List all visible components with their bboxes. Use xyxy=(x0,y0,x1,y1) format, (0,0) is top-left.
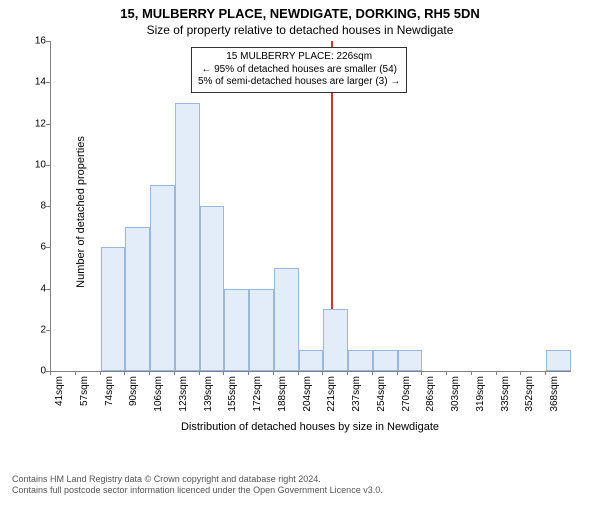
x-tick-label: 41sqm xyxy=(54,376,65,416)
x-tick-mark xyxy=(248,371,249,375)
histogram-bar xyxy=(150,185,175,371)
y-tick-mark xyxy=(46,41,50,42)
histogram-bar xyxy=(125,227,150,371)
x-tick-label: 237sqm xyxy=(351,376,362,416)
histogram-bar xyxy=(224,289,249,372)
x-tick-mark xyxy=(273,371,274,375)
y-tick-mark xyxy=(46,289,50,290)
annotation-line2: ← 95% of detached houses are smaller (54… xyxy=(198,64,400,77)
y-tick-label: 14 xyxy=(22,77,46,88)
y-tick-label: 2 xyxy=(22,324,46,335)
x-tick-label: 335sqm xyxy=(500,376,511,416)
x-tick-label: 172sqm xyxy=(252,376,263,416)
x-tick-label: 286sqm xyxy=(425,376,436,416)
x-tick-mark xyxy=(347,371,348,375)
x-tick-mark xyxy=(545,371,546,375)
footer-attribution: Contains HM Land Registry data © Crown c… xyxy=(12,474,383,496)
histogram-bar xyxy=(175,103,200,371)
x-tick-mark xyxy=(446,371,447,375)
x-tick-mark xyxy=(124,371,125,375)
x-tick-label: 90sqm xyxy=(128,376,139,416)
y-tick-label: 0 xyxy=(22,366,46,377)
x-tick-mark xyxy=(520,371,521,375)
histogram-bar xyxy=(249,289,274,372)
y-tick-label: 6 xyxy=(22,242,46,253)
y-tick-label: 8 xyxy=(22,201,46,212)
histogram-bar xyxy=(398,350,423,371)
x-tick-mark xyxy=(223,371,224,375)
histogram-bar xyxy=(348,350,373,371)
annotation-line1: 15 MULBERRY PLACE: 226sqm xyxy=(198,51,400,64)
histogram-bar xyxy=(373,350,398,371)
x-tick-label: 106sqm xyxy=(153,376,164,416)
x-tick-mark xyxy=(50,371,51,375)
footer-line1: Contains HM Land Registry data © Crown c… xyxy=(12,474,383,485)
x-tick-label: 188sqm xyxy=(277,376,288,416)
y-tick-mark xyxy=(46,82,50,83)
histogram-bar xyxy=(200,206,225,371)
y-tick-mark xyxy=(46,165,50,166)
x-tick-label: 123sqm xyxy=(178,376,189,416)
chart-title-address: 15, MULBERRY PLACE, NEWDIGATE, DORKING, … xyxy=(0,6,600,21)
x-tick-label: 254sqm xyxy=(376,376,387,416)
chart-area: Number of detached properties 15 MULBERR… xyxy=(50,41,580,421)
x-tick-label: 74sqm xyxy=(104,376,115,416)
x-tick-label: 155sqm xyxy=(227,376,238,416)
y-tick-label: 4 xyxy=(22,283,46,294)
y-tick-label: 12 xyxy=(22,118,46,129)
y-tick-mark xyxy=(46,247,50,248)
x-tick-label: 270sqm xyxy=(401,376,412,416)
y-tick-mark xyxy=(46,206,50,207)
y-tick-label: 16 xyxy=(22,36,46,47)
annotation-line3: 5% of semi-detached houses are larger (3… xyxy=(198,76,400,89)
x-tick-mark xyxy=(471,371,472,375)
x-tick-label: 352sqm xyxy=(524,376,535,416)
x-tick-mark xyxy=(421,371,422,375)
x-tick-mark xyxy=(75,371,76,375)
x-tick-label: 204sqm xyxy=(302,376,313,416)
x-tick-mark xyxy=(372,371,373,375)
histogram-bar xyxy=(101,247,126,371)
histogram-bar xyxy=(323,309,348,371)
x-tick-mark xyxy=(199,371,200,375)
y-tick-mark xyxy=(46,124,50,125)
chart-subtitle: Size of property relative to detached ho… xyxy=(0,23,600,37)
histogram-bar xyxy=(299,350,324,371)
x-tick-mark xyxy=(322,371,323,375)
x-tick-label: 139sqm xyxy=(203,376,214,416)
x-tick-mark xyxy=(149,371,150,375)
x-tick-label: 319sqm xyxy=(475,376,486,416)
x-tick-mark xyxy=(496,371,497,375)
histogram-bar xyxy=(546,350,571,371)
x-tick-mark xyxy=(100,371,101,375)
x-tick-mark xyxy=(397,371,398,375)
y-tick-mark xyxy=(46,330,50,331)
plot-area: 15 MULBERRY PLACE: 226sqm ← 95% of detac… xyxy=(50,41,571,372)
x-tick-label: 368sqm xyxy=(549,376,560,416)
x-tick-label: 221sqm xyxy=(326,376,337,416)
x-tick-mark xyxy=(174,371,175,375)
annotation-box: 15 MULBERRY PLACE: 226sqm ← 95% of detac… xyxy=(191,47,407,93)
x-tick-label: 303sqm xyxy=(450,376,461,416)
x-tick-mark xyxy=(298,371,299,375)
y-tick-label: 10 xyxy=(22,159,46,170)
x-tick-label: 57sqm xyxy=(79,376,90,416)
footer-line2: Contains full postcode sector informatio… xyxy=(12,485,383,496)
x-axis-label: Distribution of detached houses by size … xyxy=(50,421,570,433)
histogram-bar xyxy=(274,268,299,371)
